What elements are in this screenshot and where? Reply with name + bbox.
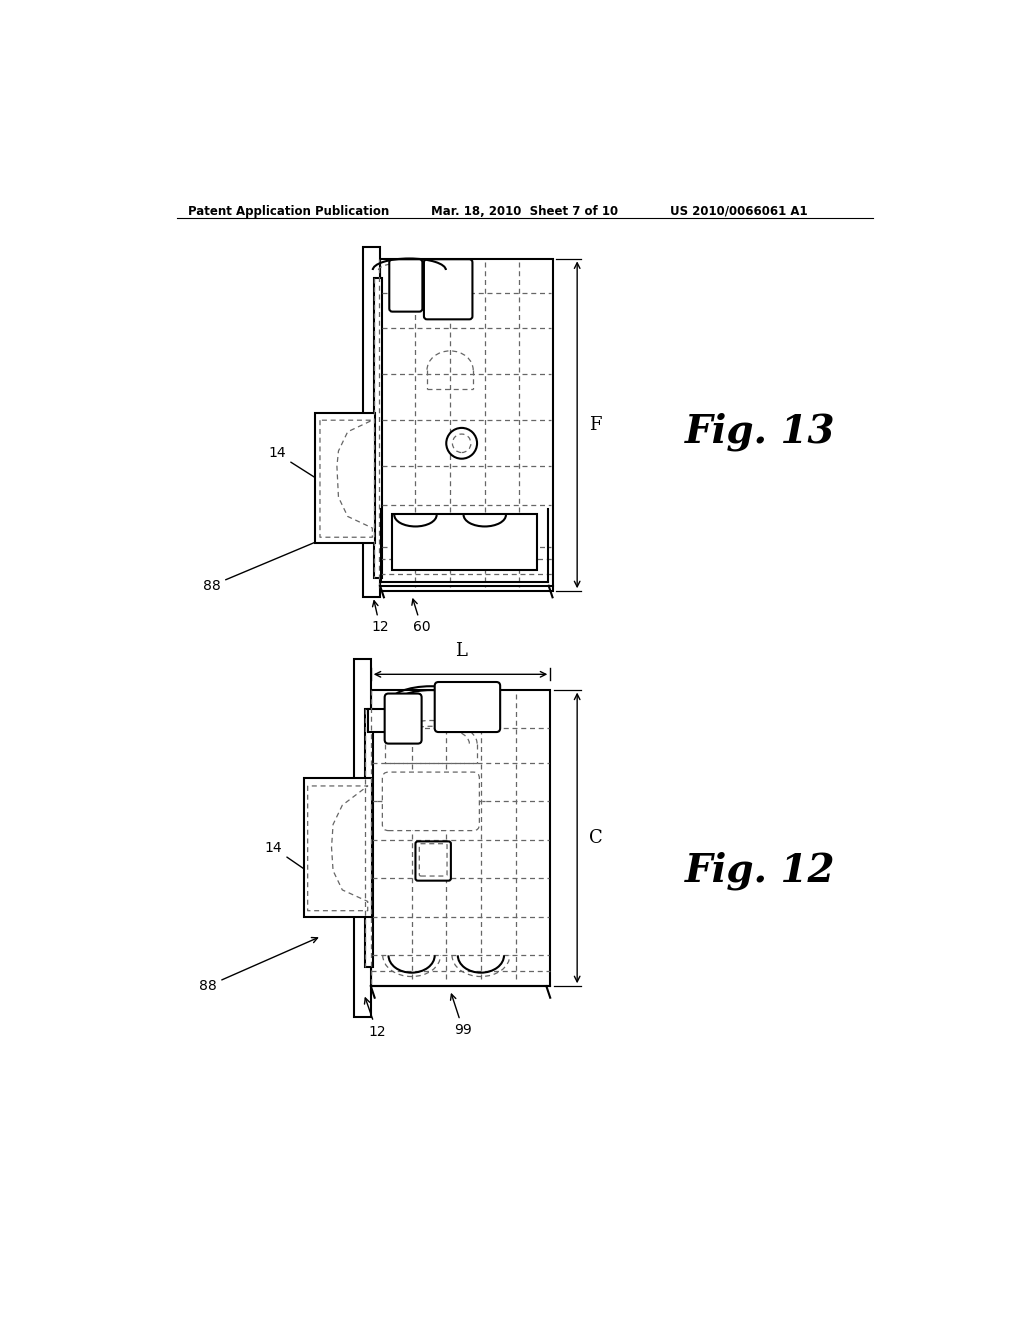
Text: Mar. 18, 2010  Sheet 7 of 10: Mar. 18, 2010 Sheet 7 of 10 — [431, 205, 618, 218]
Text: US 2010/0066061 A1: US 2010/0066061 A1 — [670, 205, 807, 218]
Text: 12: 12 — [372, 601, 389, 635]
Text: Fig. 13: Fig. 13 — [685, 412, 836, 451]
Text: 99: 99 — [451, 994, 472, 1038]
FancyBboxPatch shape — [435, 682, 500, 733]
FancyBboxPatch shape — [385, 693, 422, 743]
Text: 14: 14 — [268, 446, 336, 491]
FancyBboxPatch shape — [416, 841, 451, 880]
Text: 88: 88 — [199, 937, 317, 993]
Bar — [354, 659, 371, 1016]
Bar — [392, 515, 538, 570]
Text: Patent Application Publication: Patent Application Publication — [188, 205, 389, 218]
Bar — [304, 779, 372, 917]
FancyBboxPatch shape — [389, 259, 422, 312]
Text: Fig. 12: Fig. 12 — [685, 851, 836, 890]
Bar — [380, 259, 553, 591]
Text: C: C — [589, 829, 602, 847]
Text: L: L — [455, 643, 467, 660]
FancyBboxPatch shape — [382, 772, 479, 830]
Text: 14: 14 — [264, 841, 331, 887]
FancyBboxPatch shape — [424, 259, 472, 319]
Bar — [371, 689, 550, 986]
Text: 12: 12 — [365, 998, 386, 1039]
FancyBboxPatch shape — [419, 843, 447, 876]
Bar — [368, 709, 391, 733]
Circle shape — [453, 434, 471, 453]
Bar — [315, 413, 376, 544]
Circle shape — [446, 428, 477, 459]
Bar — [366, 709, 373, 966]
Text: 88: 88 — [203, 537, 327, 593]
Text: F: F — [589, 416, 601, 434]
Text: 60: 60 — [412, 599, 430, 635]
Bar — [374, 277, 382, 578]
Bar — [364, 247, 380, 598]
